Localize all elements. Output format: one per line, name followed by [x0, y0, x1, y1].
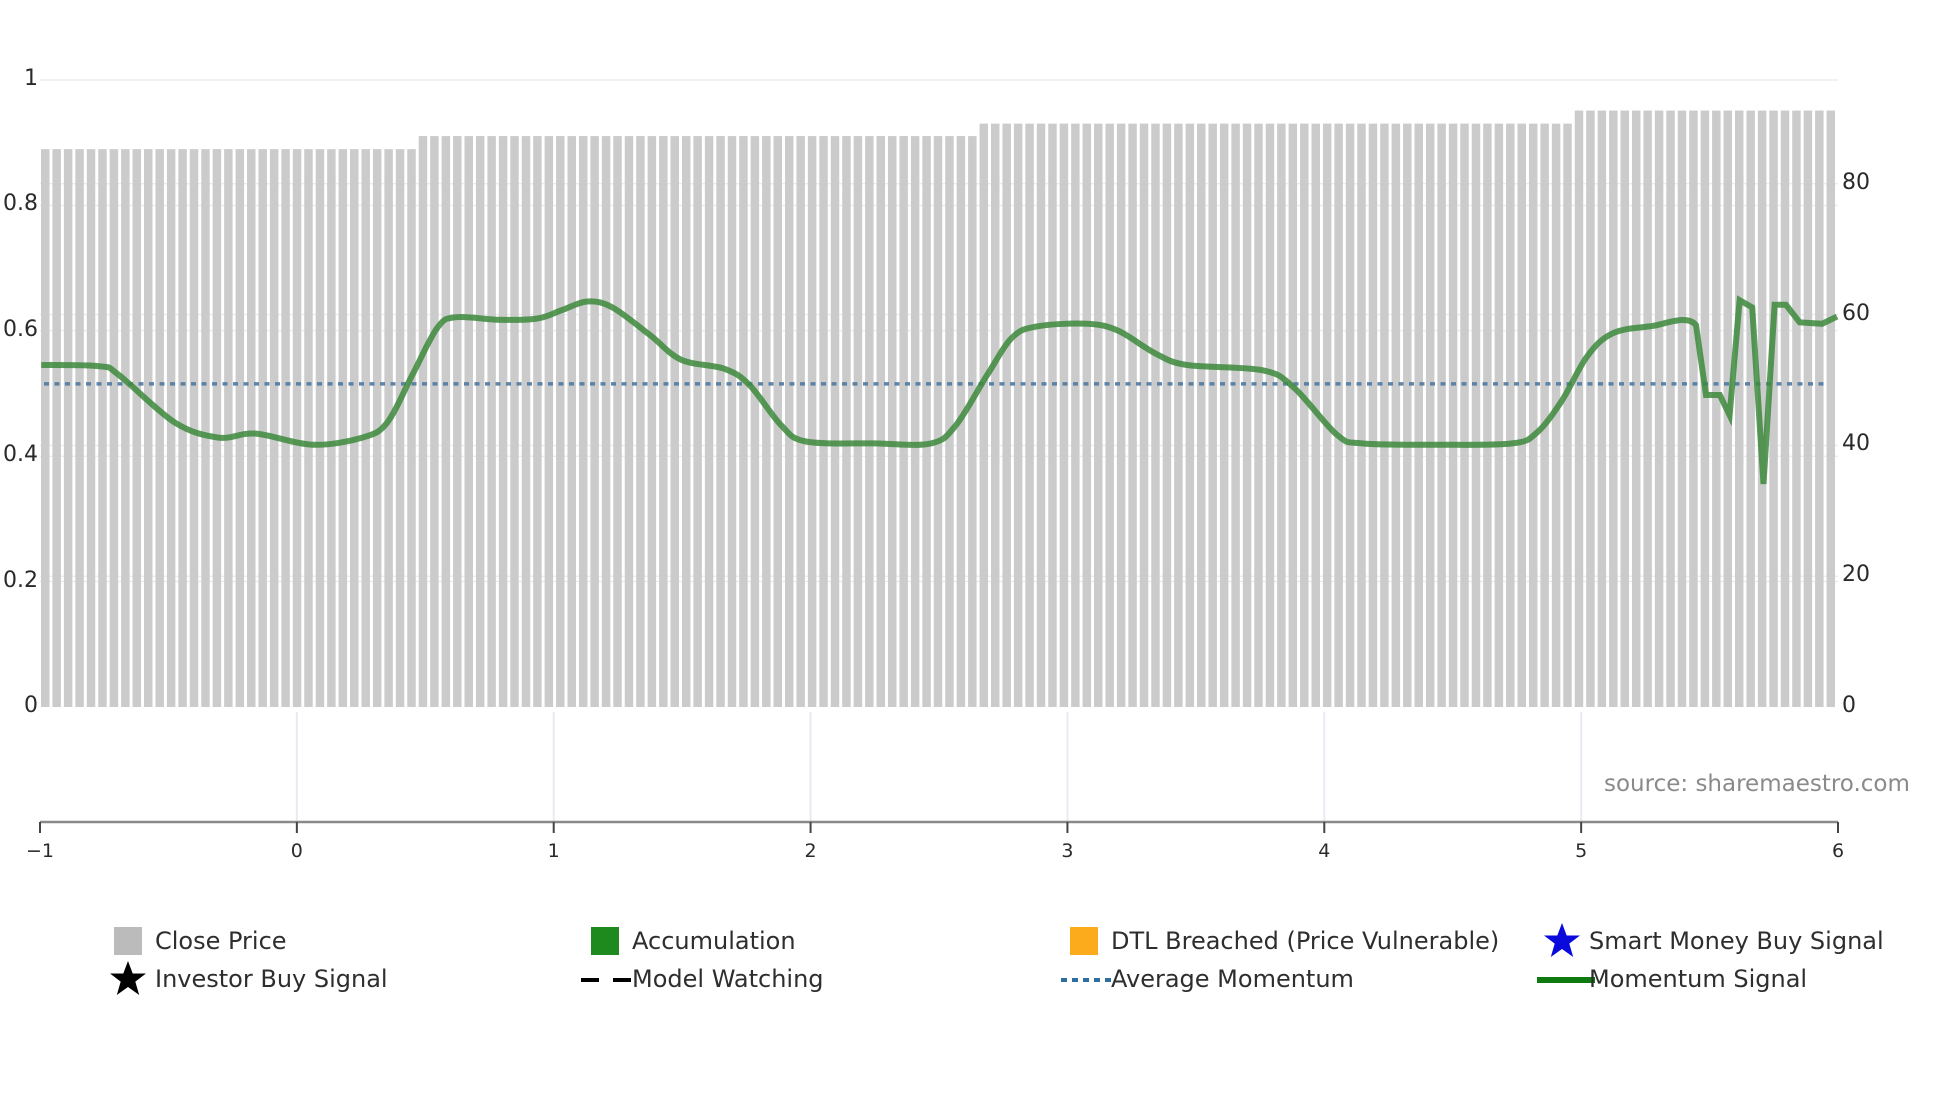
- x-axis: [39, 820, 1839, 833]
- y-right-tick-label: 60: [1842, 300, 1870, 326]
- x-tick-label: 1: [547, 840, 560, 862]
- momentum-signal-line: [41, 295, 1839, 485]
- x-tick-label: 6: [1831, 840, 1845, 862]
- y-left-tick-label: 0.4: [3, 442, 38, 468]
- x-tick-label: 2: [804, 840, 817, 862]
- source-annotation: source: sharemaestro.com: [1604, 771, 1910, 797]
- y-left-tick-label: 0.8: [3, 191, 38, 217]
- close-price-bars: [41, 110, 1836, 708]
- y-right-tick-label: 20: [1842, 562, 1870, 588]
- y-right-tick-label: 40: [1842, 431, 1870, 457]
- y-left-tick-label: 1: [24, 66, 38, 91]
- x-tick-label: 3: [1061, 840, 1074, 862]
- x-tick-label: 5: [1575, 840, 1588, 862]
- y-left-tick-label: 0.2: [3, 567, 38, 593]
- y-right-tick-label: 0: [1842, 693, 1856, 718]
- x-tick-label: 0: [290, 840, 303, 862]
- y-left-tick-label: 0.6: [3, 316, 38, 342]
- x-tick-label: −1: [25, 840, 54, 862]
- y-left-tick-label: 0: [24, 693, 38, 718]
- y-right-tick-label: 80: [1842, 169, 1870, 195]
- x-tick-label: 4: [1318, 840, 1331, 862]
